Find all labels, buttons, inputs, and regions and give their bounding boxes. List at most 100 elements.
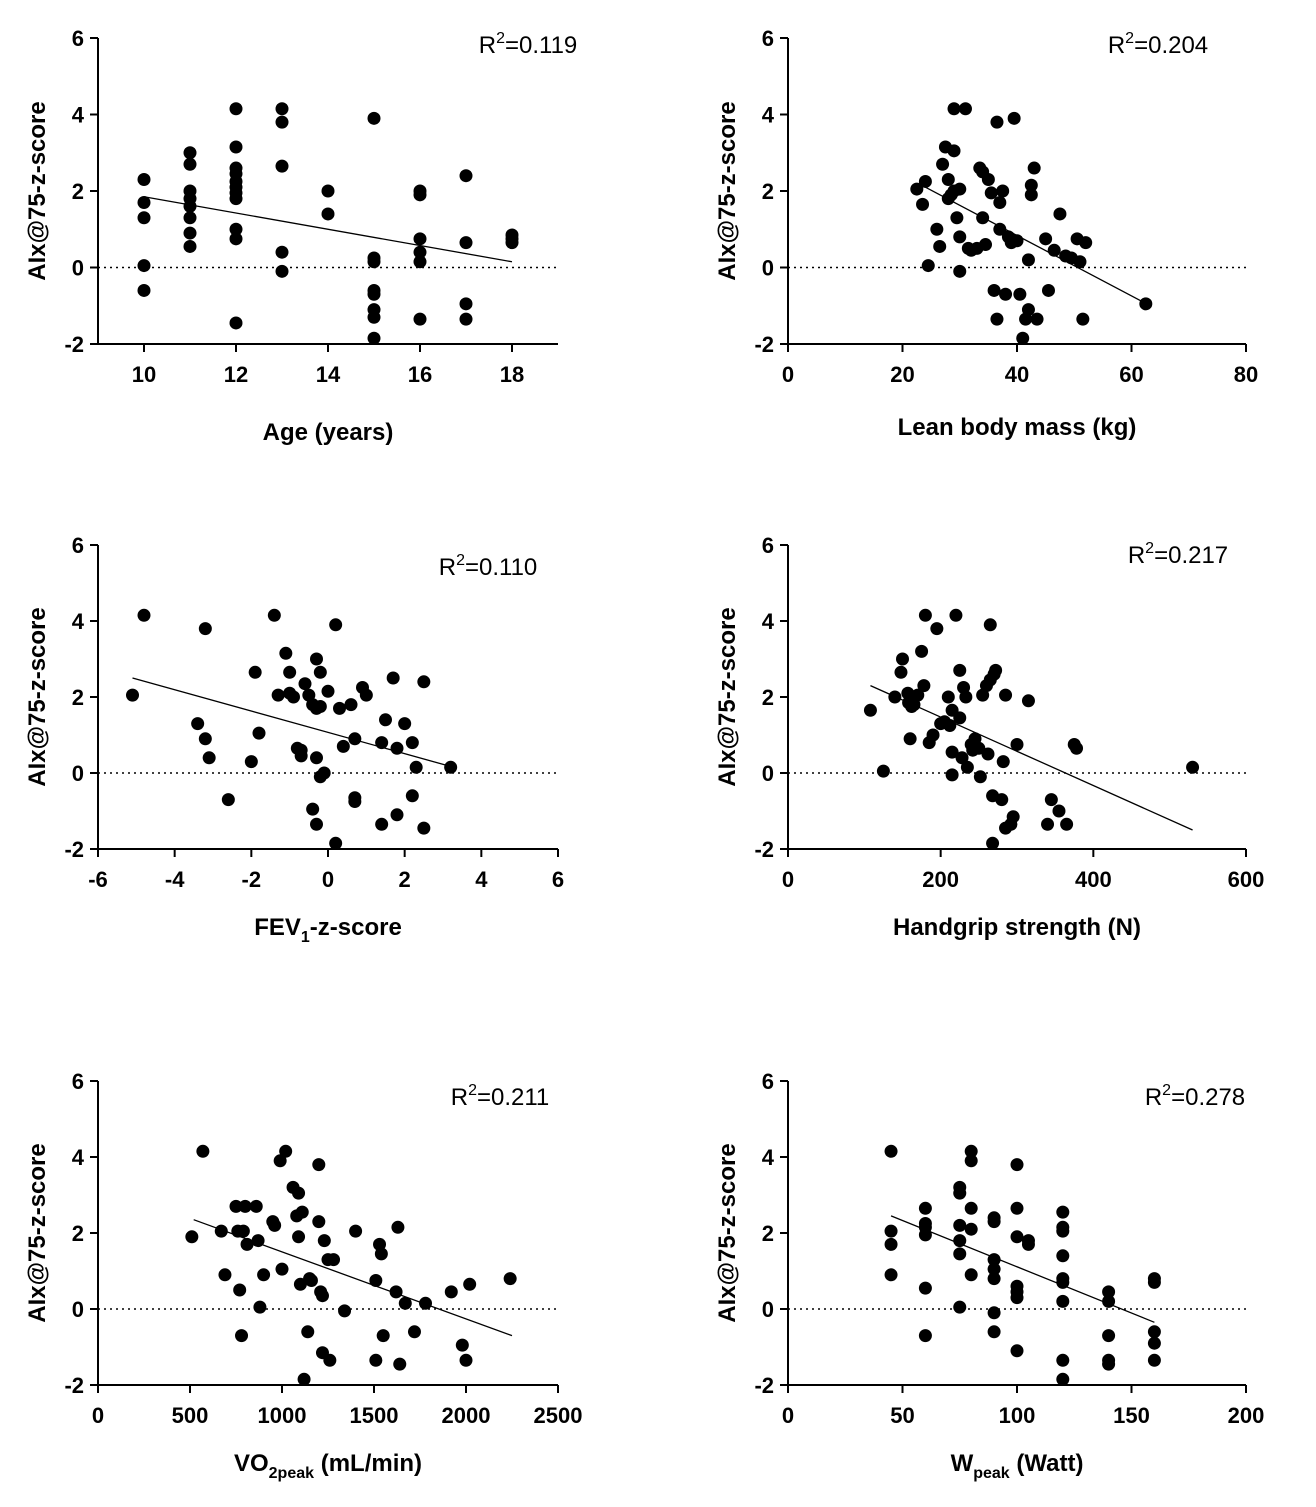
data-point: [413, 232, 427, 246]
x-axis-title-subscript: 1: [301, 929, 310, 946]
x-tick-label: 0: [322, 867, 334, 892]
data-point: [419, 1296, 433, 1310]
data-point: [884, 1224, 898, 1238]
data-point: [390, 741, 404, 755]
x-axis-title-subscript: peak: [973, 1465, 1010, 1482]
data-point: [275, 159, 289, 173]
data-point: [888, 690, 902, 704]
data-point: [321, 184, 335, 198]
data-point: [310, 817, 323, 831]
y-axis-title: AIx@75-z-score: [24, 1143, 51, 1322]
r-squared-value: =0.211: [477, 1084, 549, 1111]
x-tick-label: 150: [1113, 1403, 1150, 1428]
data-point: [374, 1247, 388, 1261]
data-point: [911, 688, 925, 702]
data-point: [321, 684, 335, 698]
data-point: [1056, 1224, 1070, 1238]
data-point: [1056, 1205, 1070, 1219]
data-point: [964, 1222, 978, 1236]
data-point: [229, 222, 243, 236]
data-point: [244, 755, 258, 769]
data-point: [1010, 1230, 1024, 1244]
y-tick-label: 4: [762, 1145, 775, 1170]
data-point: [398, 717, 412, 731]
r-squared-superscript: 2: [468, 1082, 477, 1099]
data-point: [375, 736, 389, 750]
data-point: [1041, 817, 1055, 831]
data-point: [876, 764, 890, 778]
data-point: [884, 1268, 898, 1282]
data-point: [257, 1268, 271, 1282]
data-point: [990, 312, 1004, 326]
data-point: [1056, 1294, 1070, 1308]
data-point: [987, 1215, 1001, 1229]
data-point: [375, 817, 389, 831]
data-point: [918, 1201, 932, 1215]
x-tick-label: 10: [132, 362, 156, 387]
data-point: [310, 751, 323, 765]
r-squared-prefix: R: [1145, 1084, 1162, 1111]
x-tick-label: 20: [890, 362, 914, 387]
r-squared-superscript: 2: [496, 30, 505, 47]
data-point: [292, 1186, 306, 1200]
data-point: [503, 1272, 517, 1286]
data-point: [930, 622, 944, 636]
data-point: [463, 1277, 477, 1291]
data-point: [1079, 236, 1093, 250]
data-point: [1076, 312, 1090, 326]
data-point: [1016, 331, 1030, 345]
data-point: [229, 316, 243, 330]
data-point: [989, 663, 1003, 677]
data-point: [459, 236, 473, 250]
data-point: [1030, 312, 1044, 326]
data-point: [987, 1262, 1001, 1276]
r-squared-prefix: R: [479, 32, 496, 59]
data-point: [1021, 253, 1035, 267]
x-tick-label: 60: [1119, 362, 1143, 387]
data-point: [275, 102, 289, 116]
data-point: [287, 690, 300, 704]
data-point: [367, 287, 381, 301]
data-point: [398, 1296, 412, 1310]
data-point: [344, 698, 358, 712]
data-point: [348, 732, 362, 746]
y-tick-label: 6: [72, 1069, 84, 1094]
data-point: [183, 239, 197, 253]
data-point: [390, 808, 404, 822]
data-point: [185, 1230, 199, 1244]
data-point: [979, 238, 993, 252]
data-point: [126, 688, 139, 702]
x-tick-label: 12: [224, 362, 248, 387]
data-point: [958, 102, 972, 116]
data-point: [321, 207, 335, 221]
data-point: [251, 1234, 265, 1248]
data-point: [183, 199, 197, 213]
data-point: [405, 736, 419, 750]
data-point: [1147, 1336, 1161, 1350]
data-point: [409, 760, 423, 774]
x-tick-label: 400: [1075, 867, 1112, 892]
data-point: [973, 770, 987, 784]
x-axis-title-rest: -z-score: [310, 914, 402, 941]
data-point: [393, 1357, 407, 1371]
data-point: [1056, 1353, 1070, 1367]
data-point: [953, 663, 967, 677]
data-point: [413, 255, 427, 269]
data-point: [236, 1224, 250, 1238]
y-tick-label: -2: [754, 332, 774, 357]
y-tick-label: -2: [754, 837, 774, 862]
x-tick-label: 2: [399, 867, 411, 892]
data-point: [389, 1285, 403, 1299]
y-tick-label: 4: [762, 103, 775, 128]
data-point: [338, 1304, 352, 1318]
x-axis-title-main: Handgrip strength (N): [893, 914, 1141, 941]
data-point: [1021, 694, 1035, 708]
data-point: [317, 1234, 331, 1248]
data-point: [926, 728, 940, 742]
x-axis-title: VO2peak (mL/min): [234, 1450, 422, 1482]
x-tick-label: 0: [782, 867, 794, 892]
data-point: [413, 245, 427, 259]
x-axis-title-rest: (Watt): [1010, 1450, 1084, 1477]
data-point: [959, 690, 973, 704]
data-point: [459, 1353, 473, 1367]
